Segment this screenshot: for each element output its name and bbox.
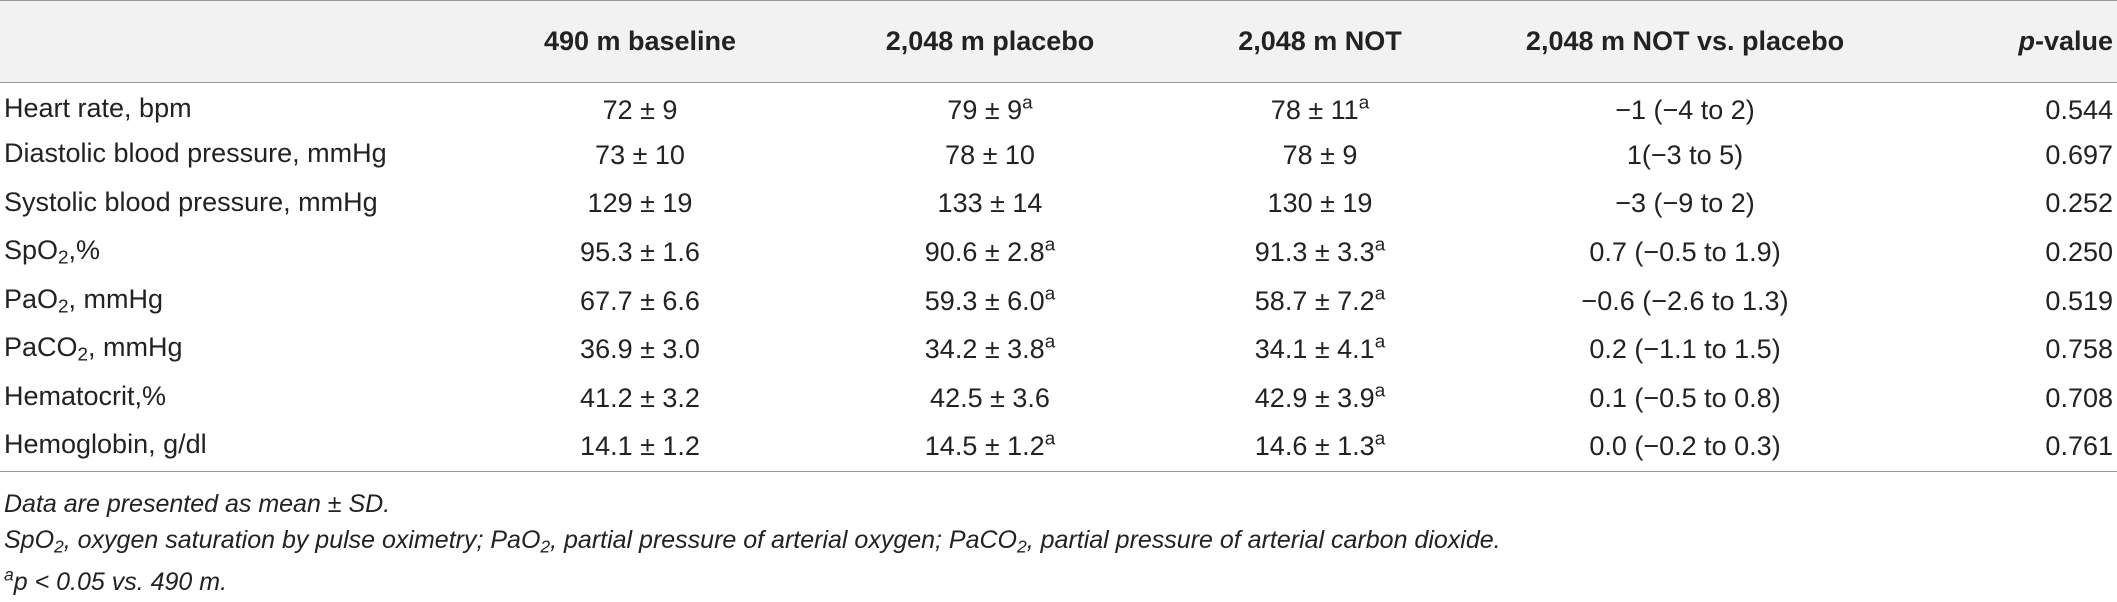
row-label: Heart rate, bpm: [4, 92, 192, 123]
cell-not: 91.3 ± 3.3a: [1254, 234, 1386, 268]
row-label: SpO2,%: [4, 235, 101, 269]
cell-placebo: 42.5 ± 3.6: [930, 382, 1050, 413]
header-p-italic: p: [2018, 26, 2035, 56]
table-row: Diastolic blood pressure, mmHg 73 ± 10 78 …: [0, 131, 2117, 180]
cell-p-value: 0.758: [2045, 334, 2113, 365]
cell-difference: −0.6 (−2.6 to 1.3): [1581, 285, 1789, 316]
cell-not: 78 ± 9: [1282, 139, 1358, 170]
cell-baseline: 129 ± 19: [587, 188, 693, 219]
data-table: 490 m baseline 2,048 m placebo 2,048 m N…: [0, 0, 2117, 472]
cell-baseline: 41.2 ± 3.2: [580, 382, 700, 413]
table-row: Hemoglobin, g/dl 14.1 ± 1.2 14.5 ± 1.2a 14.…: [0, 422, 2117, 472]
cell-difference: 0.1 (−0.5 to 0.8): [1589, 382, 1781, 413]
cell-baseline: 67.7 ± 6.6: [580, 285, 700, 316]
cell-not: 78 ± 11a: [1270, 92, 1370, 125]
cell-not: 130 ± 19: [1267, 188, 1373, 219]
header-not: 2,048 m NOT: [1170, 0, 1470, 83]
cell-difference: −1 (−4 to 2): [1615, 94, 1755, 125]
cell-baseline: 36.9 ± 3.0: [580, 334, 700, 365]
cell-p-value: 0.761: [1900, 422, 2117, 472]
table-footnotes: Data are presented as mean ± SD. SpO2, o…: [4, 486, 1501, 600]
cell-placebo: 90.6 ± 2.8a: [924, 234, 1056, 268]
cell-placebo: 79 ± 9a: [947, 92, 1033, 125]
cell-placebo: 59.3 ± 6.0a: [924, 283, 1056, 316]
table-row: PaO2, mmHg 67.7 ± 6.6 59.3 ± 6.0a 58.7 ± 7.…: [0, 277, 2117, 326]
footnote-significance: ap < 0.05 vs. 490 m.: [4, 564, 228, 597]
cell-placebo: 133 ± 14: [937, 188, 1043, 219]
cell-not: 14.6 ± 1.3a: [1170, 422, 1470, 472]
table-row: Heart rate, bpm 72 ± 9 79 ± 9a 78 ± 11a −1 (…: [0, 83, 2117, 132]
header-p-suffix: -value: [2034, 26, 2113, 56]
cell-placebo: 78 ± 10: [945, 139, 1035, 170]
cell-not: 42.9 ± 3.9a: [1254, 380, 1386, 413]
cell-difference: 0.2 (−1.1 to 1.5): [1589, 334, 1781, 365]
row-label: Diastolic blood pressure, mmHg: [4, 138, 387, 169]
header-baseline: 490 m baseline: [470, 0, 810, 83]
cell-p-value: 0.708: [2045, 382, 2113, 413]
row-label: PaO2, mmHg: [4, 283, 164, 318]
cell-p-value: 0.519: [2045, 285, 2113, 316]
table-row: SpO2,% 95.3 ± 1.6 90.6 ± 2.8a 91.3 ± 3.3a 0.…: [0, 228, 2117, 277]
cell-baseline: 14.1 ± 1.2: [470, 422, 810, 472]
cell-difference: −3 (−9 to 2): [1615, 188, 1755, 219]
row-label: Hemoglobin, g/dl: [0, 422, 470, 472]
row-label: Hematocrit,%: [4, 381, 167, 411]
header-placebo: 2,048 m placebo: [810, 0, 1170, 83]
cell-not: 58.7 ± 7.2a: [1254, 283, 1386, 316]
footnote-abbreviations: SpO2, oxygen saturation by pulse oximetr…: [4, 526, 1501, 557]
footnote-mean-sd: Data are presented as mean ± SD.: [4, 490, 391, 518]
header-empty: [0, 0, 470, 83]
header-p-value: p-value: [1900, 0, 2117, 83]
cell-baseline: 73 ± 10: [595, 139, 685, 170]
header-row: 490 m baseline 2,048 m placebo 2,048 m N…: [0, 0, 2117, 83]
table-row: Systolic blood pressure, mmHg 129 ± 19 133…: [0, 180, 2117, 229]
cell-placebo: 14.5 ± 1.2a: [810, 422, 1170, 472]
cell-p-value: 0.250: [2045, 237, 2113, 268]
cell-baseline: 95.3 ± 1.6: [580, 237, 700, 268]
cell-difference: 1(−3 to 5): [1626, 139, 1744, 170]
cell-p-value: 0.697: [2045, 139, 2113, 170]
data-table-container: 490 m baseline 2,048 m placebo 2,048 m N…: [0, 0, 2117, 472]
cell-difference: 0.0 (−0.2 to 0.3): [1470, 422, 1900, 472]
cell-placebo: 34.2 ± 3.8a: [924, 331, 1056, 365]
table-row: Hematocrit,% 41.2 ± 3.2 42.5 ± 3.6 42.9 ± 3…: [0, 374, 2117, 423]
row-label: Systolic blood pressure, mmHg: [4, 186, 378, 217]
footnote-marker: a: [4, 564, 14, 585]
cell-p-value: 0.252: [2045, 188, 2113, 219]
table-row: PaCO2, mmHg 36.9 ± 3.0 34.2 ± 3.8a 34.1 ± 4…: [0, 325, 2117, 374]
cell-difference: 0.7 (−0.5 to 1.9): [1589, 237, 1781, 268]
cell-p-value: 0.544: [2045, 94, 2113, 125]
cell-not: 34.1 ± 4.1a: [1254, 331, 1386, 365]
header-difference: 2,048 m NOT vs. placebo: [1470, 0, 1900, 83]
row-label: PaCO2, mmHg: [4, 332, 183, 367]
cell-baseline: 72 ± 9: [602, 94, 678, 125]
